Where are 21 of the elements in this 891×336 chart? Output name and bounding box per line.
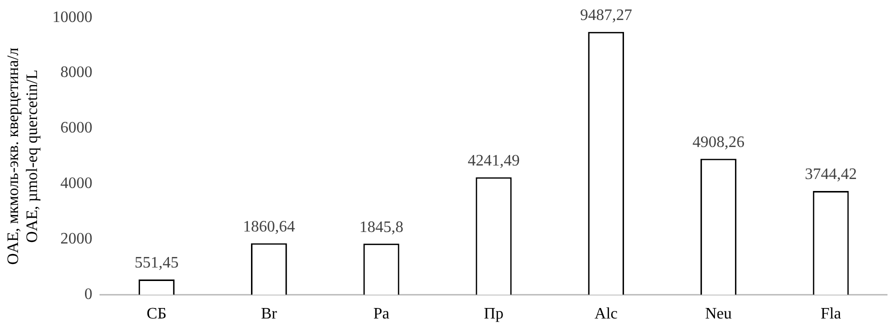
data-label: 1845,8: [359, 218, 404, 236]
data-label: 9487,27: [580, 7, 632, 24]
data-label: 4241,49: [468, 152, 520, 170]
x-tick-label: Fla: [820, 306, 842, 323]
data-label: 551,45: [134, 254, 179, 272]
x-tick-label: Neu: [705, 306, 732, 323]
x-tick-label: Pa: [373, 306, 390, 323]
y-tick-label: 4000: [60, 175, 92, 192]
x-tick-label: Alc: [594, 306, 618, 323]
x-tick-label: Пр: [484, 306, 504, 323]
y-tick-label: 0: [84, 286, 92, 304]
data-label: 1860,64: [242, 218, 295, 236]
y-axis-title: OAE, мкмоль-экв. кверцетина/л OAE, µmol-eq quercetin/L: [4, 48, 42, 265]
y-tick-label: 6000: [60, 120, 92, 137]
x-tick-label: Br: [260, 306, 278, 323]
y-tick-label: 8000: [60, 64, 92, 82]
y-tick-label: 10000: [52, 8, 92, 26]
x-tick-label: СБ: [146, 306, 167, 323]
data-label: 3744,42: [804, 166, 857, 184]
data-label: 4908,26: [692, 134, 744, 151]
y-tick-label: 2000: [60, 230, 92, 248]
